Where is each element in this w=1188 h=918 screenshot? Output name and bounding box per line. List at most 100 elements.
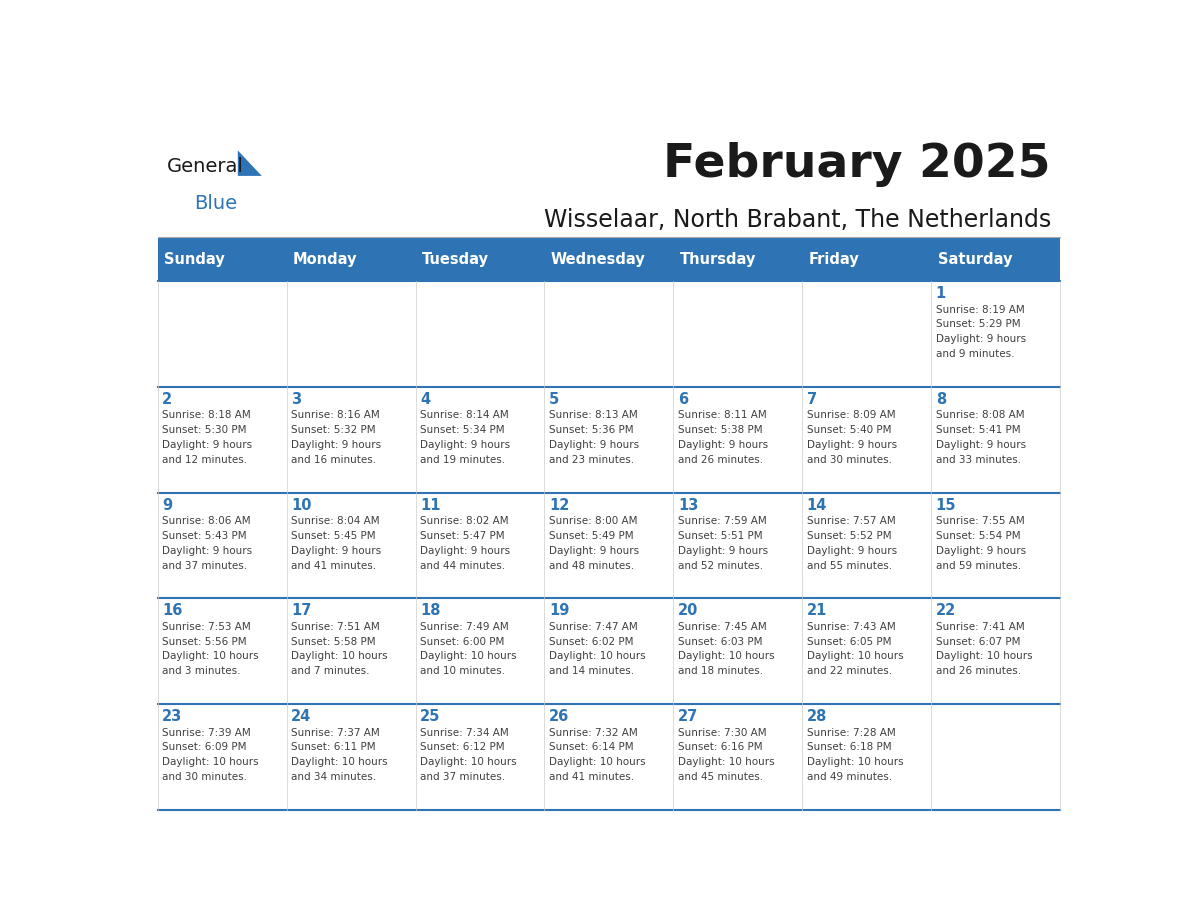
Text: Sunset: 6:09 PM: Sunset: 6:09 PM	[163, 743, 247, 753]
Text: and 55 minutes.: and 55 minutes.	[807, 561, 892, 571]
Text: Sunset: 5:36 PM: Sunset: 5:36 PM	[549, 425, 633, 435]
FancyBboxPatch shape	[931, 599, 1060, 704]
Text: Sunrise: 7:28 AM: Sunrise: 7:28 AM	[807, 728, 896, 737]
FancyBboxPatch shape	[286, 599, 416, 704]
Text: Sunset: 6:16 PM: Sunset: 6:16 PM	[678, 743, 763, 753]
FancyBboxPatch shape	[802, 493, 931, 599]
Text: and 22 minutes.: and 22 minutes.	[807, 666, 892, 677]
Text: Daylight: 10 hours: Daylight: 10 hours	[549, 652, 645, 662]
Text: 13: 13	[678, 498, 699, 512]
Text: Sunset: 6:14 PM: Sunset: 6:14 PM	[549, 743, 633, 753]
FancyBboxPatch shape	[544, 387, 674, 493]
Text: and 18 minutes.: and 18 minutes.	[678, 666, 763, 677]
Text: Sunrise: 8:04 AM: Sunrise: 8:04 AM	[291, 516, 380, 526]
FancyBboxPatch shape	[416, 493, 544, 599]
Text: Daylight: 10 hours: Daylight: 10 hours	[163, 652, 259, 662]
Text: Sunset: 5:52 PM: Sunset: 5:52 PM	[807, 531, 891, 541]
Text: Sunset: 5:51 PM: Sunset: 5:51 PM	[678, 531, 763, 541]
Text: and 26 minutes.: and 26 minutes.	[936, 666, 1020, 677]
Text: and 34 minutes.: and 34 minutes.	[291, 772, 377, 782]
FancyBboxPatch shape	[802, 387, 931, 493]
Polygon shape	[238, 151, 261, 176]
FancyBboxPatch shape	[544, 704, 674, 810]
Text: Daylight: 9 hours: Daylight: 9 hours	[936, 440, 1025, 450]
Text: Sunset: 6:18 PM: Sunset: 6:18 PM	[807, 743, 891, 753]
Text: and 45 minutes.: and 45 minutes.	[678, 772, 763, 782]
FancyBboxPatch shape	[286, 387, 416, 493]
Text: 5: 5	[549, 392, 560, 407]
Text: and 44 minutes.: and 44 minutes.	[421, 561, 505, 571]
Text: and 37 minutes.: and 37 minutes.	[421, 772, 505, 782]
Text: Sunrise: 7:41 AM: Sunrise: 7:41 AM	[936, 621, 1024, 632]
Text: Sunrise: 8:19 AM: Sunrise: 8:19 AM	[936, 305, 1024, 315]
Text: Sunrise: 7:51 AM: Sunrise: 7:51 AM	[291, 621, 380, 632]
Text: Sunrise: 8:02 AM: Sunrise: 8:02 AM	[421, 516, 508, 526]
FancyBboxPatch shape	[931, 281, 1060, 387]
FancyBboxPatch shape	[416, 704, 544, 810]
FancyBboxPatch shape	[802, 704, 931, 810]
Text: Sunset: 6:02 PM: Sunset: 6:02 PM	[549, 636, 633, 646]
Text: 21: 21	[807, 603, 827, 619]
Text: Sunrise: 8:11 AM: Sunrise: 8:11 AM	[678, 410, 766, 420]
FancyBboxPatch shape	[158, 599, 286, 704]
FancyBboxPatch shape	[544, 281, 674, 387]
Text: 1: 1	[936, 286, 946, 301]
Text: Daylight: 9 hours: Daylight: 9 hours	[549, 440, 639, 450]
FancyBboxPatch shape	[674, 704, 802, 810]
Text: and 33 minutes.: and 33 minutes.	[936, 454, 1020, 465]
Text: Daylight: 10 hours: Daylight: 10 hours	[421, 757, 517, 767]
Text: 16: 16	[163, 603, 183, 619]
Text: 9: 9	[163, 498, 172, 512]
Text: and 52 minutes.: and 52 minutes.	[678, 561, 763, 571]
Text: 15: 15	[936, 498, 956, 512]
FancyBboxPatch shape	[674, 493, 802, 599]
Text: Sunset: 5:32 PM: Sunset: 5:32 PM	[291, 425, 375, 435]
FancyBboxPatch shape	[931, 238, 1060, 281]
Text: and 30 minutes.: and 30 minutes.	[163, 772, 247, 782]
Text: 7: 7	[807, 392, 817, 407]
Text: Sunrise: 8:00 AM: Sunrise: 8:00 AM	[549, 516, 638, 526]
FancyBboxPatch shape	[931, 387, 1060, 493]
Text: 24: 24	[291, 709, 311, 724]
Text: Wednesday: Wednesday	[551, 252, 645, 267]
Text: 4: 4	[421, 392, 430, 407]
Text: Sunrise: 8:16 AM: Sunrise: 8:16 AM	[291, 410, 380, 420]
Text: Daylight: 10 hours: Daylight: 10 hours	[678, 757, 775, 767]
Text: 14: 14	[807, 498, 827, 512]
Text: Sunrise: 7:39 AM: Sunrise: 7:39 AM	[163, 728, 251, 737]
Text: Sunset: 5:54 PM: Sunset: 5:54 PM	[936, 531, 1020, 541]
FancyBboxPatch shape	[674, 238, 802, 281]
Text: Sunset: 5:29 PM: Sunset: 5:29 PM	[936, 319, 1020, 330]
Text: Sunset: 5:49 PM: Sunset: 5:49 PM	[549, 531, 633, 541]
Text: Daylight: 9 hours: Daylight: 9 hours	[807, 440, 897, 450]
Text: and 16 minutes.: and 16 minutes.	[291, 454, 377, 465]
FancyBboxPatch shape	[286, 704, 416, 810]
Text: and 41 minutes.: and 41 minutes.	[291, 561, 377, 571]
FancyBboxPatch shape	[158, 281, 286, 387]
Text: and 12 minutes.: and 12 minutes.	[163, 454, 247, 465]
Text: Monday: Monday	[293, 252, 358, 267]
FancyBboxPatch shape	[158, 238, 286, 281]
Text: Sunrise: 8:09 AM: Sunrise: 8:09 AM	[807, 410, 896, 420]
Text: General: General	[166, 157, 244, 176]
FancyBboxPatch shape	[931, 704, 1060, 810]
Text: Sunset: 5:40 PM: Sunset: 5:40 PM	[807, 425, 891, 435]
Text: 11: 11	[421, 498, 441, 512]
FancyBboxPatch shape	[931, 493, 1060, 599]
Text: 10: 10	[291, 498, 311, 512]
Text: Sunrise: 7:57 AM: Sunrise: 7:57 AM	[807, 516, 896, 526]
Text: Sunset: 6:00 PM: Sunset: 6:00 PM	[421, 636, 505, 646]
FancyBboxPatch shape	[286, 238, 416, 281]
Text: Sunday: Sunday	[164, 252, 225, 267]
Text: Sunset: 5:45 PM: Sunset: 5:45 PM	[291, 531, 375, 541]
Text: 22: 22	[936, 603, 956, 619]
FancyBboxPatch shape	[544, 493, 674, 599]
Text: 27: 27	[678, 709, 699, 724]
Text: Sunrise: 8:06 AM: Sunrise: 8:06 AM	[163, 516, 251, 526]
FancyBboxPatch shape	[416, 281, 544, 387]
Text: Saturday: Saturday	[937, 252, 1012, 267]
Text: Wisselaar, North Brabant, The Netherlands: Wisselaar, North Brabant, The Netherland…	[544, 207, 1051, 231]
FancyBboxPatch shape	[158, 704, 286, 810]
Text: and 9 minutes.: and 9 minutes.	[936, 349, 1015, 359]
Text: and 23 minutes.: and 23 minutes.	[549, 454, 634, 465]
